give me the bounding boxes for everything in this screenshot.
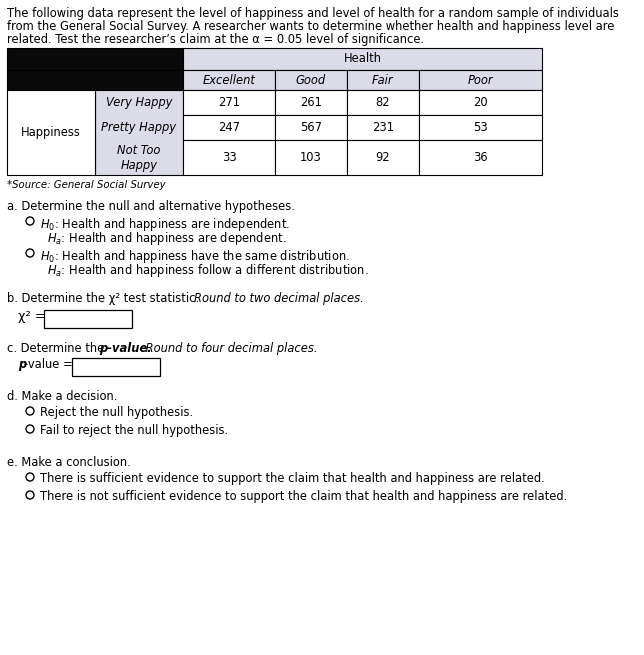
Bar <box>183 48 542 70</box>
Text: Reject the null hypothesis.: Reject the null hypothesis. <box>40 406 193 419</box>
Text: 53: 53 <box>473 121 488 134</box>
Text: p-value.: p-value. <box>99 342 151 355</box>
Text: The following data represent the level of happiness and level of health for a ra: The following data represent the level o… <box>7 7 619 20</box>
Text: χ² =: χ² = <box>18 310 46 323</box>
Bar <box>275 90 347 115</box>
Text: Poor: Poor <box>468 73 493 86</box>
Text: 33: 33 <box>222 151 236 164</box>
Text: 567: 567 <box>300 121 322 134</box>
Text: Round to two decimal places.: Round to two decimal places. <box>194 292 364 305</box>
Text: -value =: -value = <box>24 358 73 371</box>
Text: There is not sufficient evidence to support the claim that health and happiness : There is not sufficient evidence to supp… <box>40 490 567 503</box>
Text: There is sufficient evidence to support the claim that health and happiness are : There is sufficient evidence to support … <box>40 472 545 485</box>
Text: 20: 20 <box>473 96 488 109</box>
Bar <box>7 48 183 70</box>
Text: d. Make a decision.: d. Make a decision. <box>7 390 117 403</box>
Text: Pretty Happy: Pretty Happy <box>102 121 176 134</box>
Bar <box>347 70 419 90</box>
Text: 261: 261 <box>300 96 322 109</box>
Text: $H_0$: Health and happiness have the same distribution.: $H_0$: Health and happiness have the sam… <box>40 248 350 265</box>
Text: Not Too
Happy: Not Too Happy <box>117 143 161 172</box>
Bar <box>347 115 419 140</box>
Text: 82: 82 <box>375 96 390 109</box>
Text: a. Determine the null and alternative hypotheses.: a. Determine the null and alternative hy… <box>7 200 295 213</box>
Text: e. Make a conclusion.: e. Make a conclusion. <box>7 456 131 469</box>
Text: 271: 271 <box>218 96 240 109</box>
Bar <box>183 140 275 175</box>
Text: 231: 231 <box>372 121 394 134</box>
Bar <box>72 358 160 376</box>
Bar <box>419 90 542 115</box>
Text: p: p <box>18 358 26 371</box>
Text: Fail to reject the null hypothesis.: Fail to reject the null hypothesis. <box>40 424 228 437</box>
Bar <box>347 90 419 115</box>
Bar <box>419 115 542 140</box>
Text: 247: 247 <box>218 121 240 134</box>
Bar <box>183 90 275 115</box>
Text: c. Determine the: c. Determine the <box>7 342 108 355</box>
Text: $H_0$: Health and happiness are independent.: $H_0$: Health and happiness are independ… <box>40 216 290 233</box>
Bar <box>44 310 132 328</box>
Bar <box>275 115 347 140</box>
Bar <box>183 115 275 140</box>
Bar <box>419 140 542 175</box>
Text: $H_a$: Health and happiness are dependent.: $H_a$: Health and happiness are dependen… <box>47 230 287 247</box>
Text: b. Determine the χ² test statistic.: b. Determine the χ² test statistic. <box>7 292 203 305</box>
Text: Happiness: Happiness <box>21 126 81 139</box>
Text: 92: 92 <box>375 151 390 164</box>
Text: Very Happy: Very Happy <box>106 96 172 109</box>
Bar <box>183 70 275 90</box>
Bar <box>275 70 347 90</box>
Text: *Source: General Social Survey: *Source: General Social Survey <box>7 180 166 190</box>
Text: Round to four decimal places.: Round to four decimal places. <box>142 342 317 355</box>
Bar <box>347 140 419 175</box>
Text: Health: Health <box>343 52 381 66</box>
Text: 36: 36 <box>473 151 488 164</box>
Text: from the General Social Survey. A researcher wants to determine whether health a: from the General Social Survey. A resear… <box>7 20 614 33</box>
Text: Good: Good <box>296 73 326 86</box>
Bar <box>95 90 183 175</box>
Text: related. Test the researcher’s claim at the α = 0.05 level of significance.: related. Test the researcher’s claim at … <box>7 33 424 46</box>
Bar <box>7 70 183 90</box>
Bar <box>419 70 542 90</box>
Text: Excellent: Excellent <box>203 73 256 86</box>
Bar <box>275 140 347 175</box>
Text: 103: 103 <box>300 151 322 164</box>
Text: Fair: Fair <box>372 73 394 86</box>
Text: $H_a$: Health and happiness follow a different distribution.: $H_a$: Health and happiness follow a dif… <box>47 262 368 279</box>
Bar <box>7 90 95 175</box>
